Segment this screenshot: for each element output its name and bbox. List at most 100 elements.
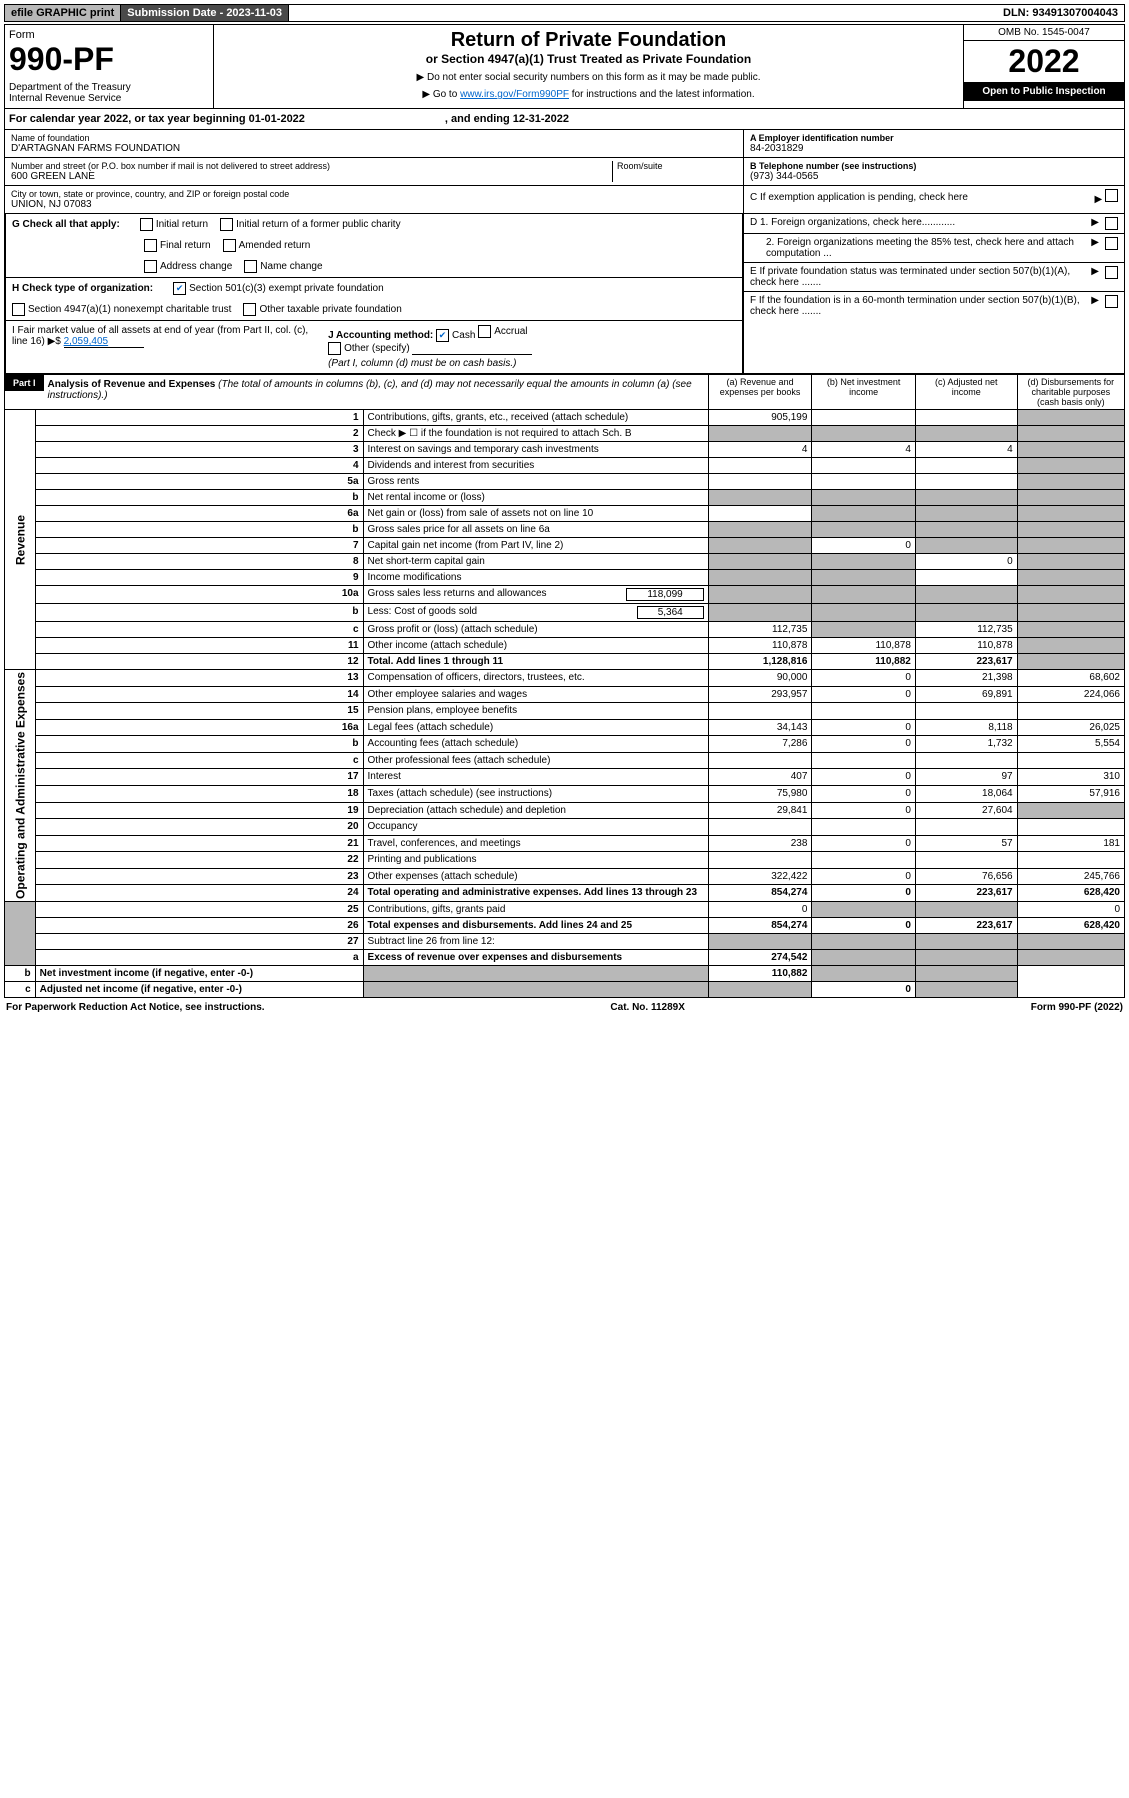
table-row: Operating and Administrative Expenses13C…	[5, 670, 1125, 687]
table-row: 17Interest407097310	[5, 769, 1125, 786]
part1-title: Analysis of Revenue and Expenses	[48, 379, 216, 390]
form-ref: Form 990-PF (2022)	[1031, 1002, 1123, 1013]
col-d-header: (d) Disbursements for charitable purpose…	[1017, 375, 1124, 410]
form-subtitle: or Section 4947(a)(1) Trust Treated as P…	[218, 52, 959, 66]
city-label: City or town, state or province, country…	[11, 189, 737, 199]
submission-date: Submission Date - 2023-11-03	[121, 5, 289, 21]
form-title: Return of Private Foundation	[218, 29, 959, 52]
col-c-header: (c) Adjusted net income	[915, 375, 1017, 410]
table-row: bGross sales price for all assets on lin…	[5, 522, 1125, 538]
initial-former-cb[interactable]	[220, 218, 233, 231]
h-label: H Check type of organization:	[12, 283, 153, 294]
501c3-cb[interactable]	[173, 282, 186, 295]
tel-value: (973) 344-0565	[750, 171, 1118, 182]
ein-label: A Employer identification number	[750, 133, 1118, 143]
table-row: 20Occupancy	[5, 819, 1125, 836]
cat-no: Cat. No. 11289X	[610, 1002, 684, 1013]
table-row: 18Taxes (attach schedule) (see instructi…	[5, 785, 1125, 802]
table-row: bAccounting fees (attach schedule)7,2860…	[5, 736, 1125, 753]
col-a-header: (a) Revenue and expenses per books	[708, 375, 812, 410]
dept-label: Department of the Treasury Internal Reve…	[9, 82, 209, 104]
table-row: 4Dividends and interest from securities	[5, 458, 1125, 474]
cash-cb[interactable]	[436, 329, 449, 342]
d2-cb[interactable]	[1105, 237, 1118, 250]
efile-label: efile GRAPHIC print	[5, 5, 121, 21]
form-label: Form	[9, 29, 209, 41]
table-row: 24Total operating and administrative exp…	[5, 885, 1125, 902]
table-row: 14Other employee salaries and wages293,9…	[5, 686, 1125, 703]
table-row: 10aGross sales less returns and allowanc…	[5, 586, 1125, 604]
table-row: 3Interest on savings and temporary cash …	[5, 442, 1125, 458]
table-row: cAdjusted net income (if negative, enter…	[5, 981, 1125, 997]
col-b-header: (b) Net investment income	[812, 375, 915, 410]
table-row: bNet investment income (if negative, ent…	[5, 965, 1125, 981]
table-row: cGross profit or (loss) (attach schedule…	[5, 622, 1125, 638]
name-change-cb[interactable]	[244, 260, 257, 273]
table-row: 23Other expenses (attach schedule)322,42…	[5, 868, 1125, 885]
initial-return-cb[interactable]	[140, 218, 153, 231]
street-address: 600 GREEN LANE	[11, 171, 612, 182]
table-row: 26Total expenses and disbursements. Add …	[5, 917, 1125, 933]
ein-value: 84-2031829	[750, 143, 1118, 154]
other-taxable-cb[interactable]	[243, 303, 256, 316]
exemption-label: C If exemption application is pending, c…	[750, 192, 968, 203]
paperwork-notice: For Paperwork Reduction Act Notice, see …	[6, 1002, 265, 1013]
accrual-cb[interactable]	[478, 325, 491, 338]
name-label: Name of foundation	[11, 133, 737, 143]
address-change-cb[interactable]	[144, 260, 157, 273]
table-row: 15Pension plans, employee benefits	[5, 703, 1125, 720]
tax-year: 2022	[964, 41, 1124, 82]
j-label: J Accounting method:	[328, 330, 433, 341]
table-row: 11Other income (attach schedule)110,8781…	[5, 638, 1125, 654]
exemption-checkbox[interactable]	[1105, 189, 1118, 202]
omb-label: OMB No. 1545-0047	[964, 25, 1124, 41]
room-label: Room/suite	[617, 161, 737, 171]
amended-cb[interactable]	[223, 239, 236, 252]
dln-label: DLN: 93491307004043	[997, 5, 1124, 21]
table-row: bNet rental income or (loss)	[5, 490, 1125, 506]
table-row: 19Depreciation (attach schedule) and dep…	[5, 802, 1125, 819]
table-row: 25Contributions, gifts, grants paid00	[5, 901, 1125, 917]
form-header: Form 990-PF Department of the Treasury I…	[4, 24, 1125, 109]
table-row: 6aNet gain or (loss) from sale of assets…	[5, 506, 1125, 522]
d1-label: D 1. Foreign organizations, check here..…	[750, 217, 1085, 228]
e-cb[interactable]	[1105, 266, 1118, 279]
city-state-zip: UNION, NJ 07083	[11, 199, 737, 210]
e-label: E If private foundation status was termi…	[750, 266, 1085, 288]
table-row: Revenue1Contributions, gifts, grants, et…	[5, 410, 1125, 426]
inspection-label: Open to Public Inspection	[964, 82, 1124, 101]
part1-table: Part I Analysis of Revenue and Expenses …	[4, 374, 1125, 998]
f-cb[interactable]	[1105, 295, 1118, 308]
i-label: I Fair market value of all assets at end…	[12, 325, 308, 347]
top-bar: efile GRAPHIC print Submission Date - 20…	[4, 4, 1125, 22]
part1-label: Part I	[5, 375, 44, 391]
table-row: 21Travel, conferences, and meetings23805…	[5, 835, 1125, 852]
irs-link[interactable]: www.irs.gov/Form990PF	[460, 89, 569, 100]
d2-label: 2. Foreign organizations meeting the 85%…	[750, 237, 1085, 259]
calendar-year-row: For calendar year 2022, or tax year begi…	[4, 109, 1125, 130]
table-row: aExcess of revenue over expenses and dis…	[5, 949, 1125, 965]
foundation-name: D'ARTAGNAN FARMS FOUNDATION	[11, 143, 737, 154]
note-link: ▶ Go to www.irs.gov/Form990PF for instru…	[218, 89, 959, 100]
final-return-cb[interactable]	[144, 239, 157, 252]
other-method-cb[interactable]	[328, 342, 341, 355]
note-ssn: ▶ Do not enter social security numbers o…	[218, 72, 959, 83]
4947-cb[interactable]	[12, 303, 25, 316]
table-row: 7Capital gain net income (from Part IV, …	[5, 538, 1125, 554]
form-number: 990-PF	[9, 41, 209, 78]
d1-cb[interactable]	[1105, 217, 1118, 230]
table-row: 22Printing and publications	[5, 852, 1125, 869]
table-row: 12Total. Add lines 1 through 111,128,816…	[5, 654, 1125, 670]
table-row: 5aGross rents	[5, 474, 1125, 490]
tel-label: B Telephone number (see instructions)	[750, 161, 1118, 171]
table-row: 8Net short-term capital gain0	[5, 554, 1125, 570]
table-row: bLess: Cost of goods sold5,364	[5, 604, 1125, 622]
fmv-value[interactable]: 2,059,405	[64, 336, 144, 348]
j-note: (Part I, column (d) must be on cash basi…	[328, 358, 516, 369]
g-label: G Check all that apply:	[12, 219, 120, 230]
table-row: cOther professional fees (attach schedul…	[5, 752, 1125, 769]
f-label: F If the foundation is in a 60-month ter…	[750, 295, 1085, 317]
checks-section: G Check all that apply: Initial return I…	[4, 214, 1125, 374]
table-row: 27Subtract line 26 from line 12:	[5, 933, 1125, 949]
table-row: 16aLegal fees (attach schedule)34,14308,…	[5, 719, 1125, 736]
